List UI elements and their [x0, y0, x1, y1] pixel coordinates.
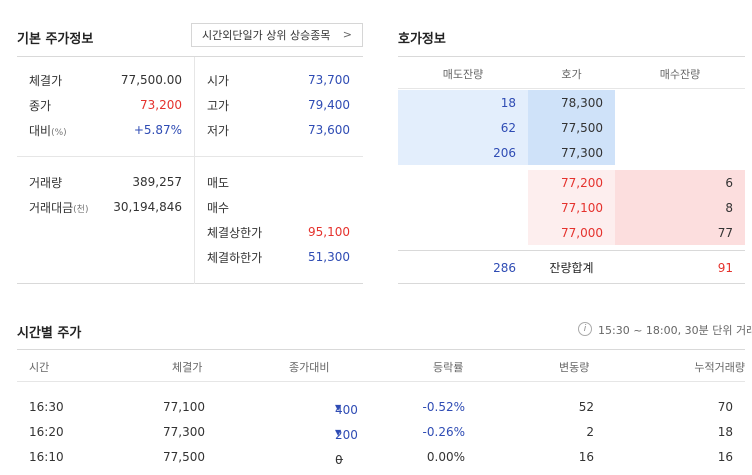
cum-volume-header: 누적거래량 [694, 361, 745, 374]
bid-qty-header: 매수잔량 [659, 68, 701, 81]
trade-price-row: 체결가 77,500.00 [29, 69, 182, 91]
open-price-value: 73,700 [308, 73, 350, 87]
high-price-row: 고가 79,400 [207, 94, 350, 116]
after-hours-top-gainers-link[interactable]: 시간외단일가 상위 상승종목 > [191, 23, 363, 47]
trade-amount-label: 거래대금(천) [29, 200, 89, 215]
price-header: 체결가 [172, 361, 203, 374]
bid-price-cell: 77,100 [528, 195, 615, 220]
bid-price-cell: 77,000 [528, 220, 615, 245]
after-hours-link-label: 시간외단일가 상위 상승종목 [202, 29, 331, 42]
low-price-row: 저가 73,600 [207, 119, 350, 141]
bid-price-cell: 77,200 [528, 170, 615, 195]
orderbook-footer: 286 잔량합계 91 [398, 250, 745, 284]
volume-row: 거래량 389,257 [29, 171, 182, 193]
low-price-value: 73,600 [308, 123, 350, 137]
lower-limit-label: 체결하한가 [207, 250, 263, 265]
change-header: 종가대비 [289, 361, 330, 374]
trade-amount-value: 30,194,846 [113, 200, 182, 214]
sell-label: 매도 [207, 175, 230, 190]
timetable-header: 시간 체결가 종가대비 등락률 변동량 누적거래량 [17, 349, 745, 382]
trade-price-label: 체결가 [29, 73, 63, 88]
cum-volume-cell: 18 [717, 425, 733, 439]
change-label: 대비(%) [29, 123, 67, 138]
time-header: 시간 [29, 361, 50, 374]
time-cell: 16:30 [29, 400, 64, 414]
lower-limit-row: 체결하한가 51,300 [207, 246, 350, 268]
total-label: 잔량합계 [549, 261, 594, 275]
lower-limit-value: 51,300 [308, 250, 350, 264]
price-cell: 77,100 [163, 400, 205, 414]
bid-qty-cell: 6 [615, 170, 745, 195]
high-price-label: 고가 [207, 98, 230, 113]
upper-limit-row: 체결상한가 95,100 [207, 221, 350, 243]
rate-cell: 0.00% [426, 450, 465, 464]
open-price-row: 시가 73,700 [207, 69, 350, 91]
table-row: 16:20 77,300 ▼ 200 -0.26% 2 18 [29, 425, 733, 442]
down-arrow-icon: ▼ [335, 428, 342, 437]
upper-limit-label: 체결상한가 [207, 225, 263, 240]
orderbook-panel: 매도잔량 호가 매수잔량 18 78,300 62 77,500 206 77,… [398, 56, 745, 284]
down-arrow-icon: ▼ [335, 403, 342, 412]
buy-label: 매수 [207, 200, 230, 215]
bid-qty-cell: 77 [615, 220, 745, 245]
table-row: 16:10 77,500 −0 0.00% 16 16 [29, 450, 733, 467]
price-cell: 77,300 [163, 425, 205, 439]
close-price-row: 종가 73,200 [29, 94, 182, 116]
volume-cell: 52 [578, 400, 594, 414]
change-row: 대비(%) +5.87% [29, 119, 182, 141]
ask-total: 286 [493, 260, 516, 275]
close-price-value: 73,200 [140, 98, 182, 112]
cum-volume-cell: 16 [717, 450, 733, 464]
ask-qty-header: 매도잔량 [442, 68, 484, 81]
chevron-right-icon: > [342, 28, 352, 41]
close-price-label: 종가 [29, 98, 52, 113]
volume-cell: 2 [586, 425, 594, 439]
rate-cell: -0.52% [422, 400, 465, 414]
info-icon[interactable]: i [578, 322, 592, 336]
ask-price-cell: 78,300 [528, 90, 615, 115]
bid-qty-cell: 8 [615, 195, 745, 220]
flat-dash-icon: − [335, 453, 345, 466]
ask-qty-cell: 62 [398, 115, 528, 140]
price-cell: 77,500 [163, 450, 205, 464]
orderbook-header: 매도잔량 호가 매수잔량 [398, 57, 745, 89]
ask-qty-cell: 206 [398, 140, 528, 165]
sell-row: 매도 [207, 171, 350, 193]
orderbook-title: 호가정보 [398, 32, 446, 47]
rate-header: 등락률 [433, 361, 464, 374]
time-cell: 16:10 [29, 450, 64, 464]
ask-price-cell: 77,300 [528, 140, 615, 165]
ask-qty-cell: 18 [398, 90, 528, 115]
cum-volume-cell: 70 [717, 400, 733, 414]
bid-total: 91 [717, 260, 733, 275]
price-header: 호가 [561, 68, 582, 81]
time-cell: 16:20 [29, 425, 64, 439]
volume-label: 거래량 [29, 175, 63, 190]
high-price-value: 79,400 [308, 98, 350, 112]
change-value: +5.87% [133, 123, 182, 137]
volume-cell: 16 [578, 450, 594, 464]
buy-row: 매수 [207, 196, 350, 218]
open-price-label: 시가 [207, 73, 230, 88]
timetable-title: 시간별 주가 [17, 326, 82, 341]
low-price-label: 저가 [207, 123, 230, 138]
trade-amount-row: 거래대금(천) 30,194,846 [29, 196, 182, 218]
table-row: 16:30 77,100 ▼ 400 -0.52% 52 70 [29, 400, 733, 417]
volume-header: 변동량 [559, 361, 590, 374]
upper-limit-value: 95,100 [308, 225, 350, 239]
rate-cell: -0.26% [422, 425, 465, 439]
timetable-info: 15:30 ~ 18:00, 30분 단위 거래 [598, 324, 752, 337]
ask-price-cell: 77,500 [528, 115, 615, 140]
basic-info-title: 기본 주가정보 [17, 32, 94, 47]
basic-info-panel: 체결가 77,500.00 종가 73,200 대비(%) +5.87% 시가 … [17, 56, 363, 284]
volume-value: 389,257 [132, 175, 182, 189]
trade-price-value: 77,500.00 [120, 73, 182, 87]
